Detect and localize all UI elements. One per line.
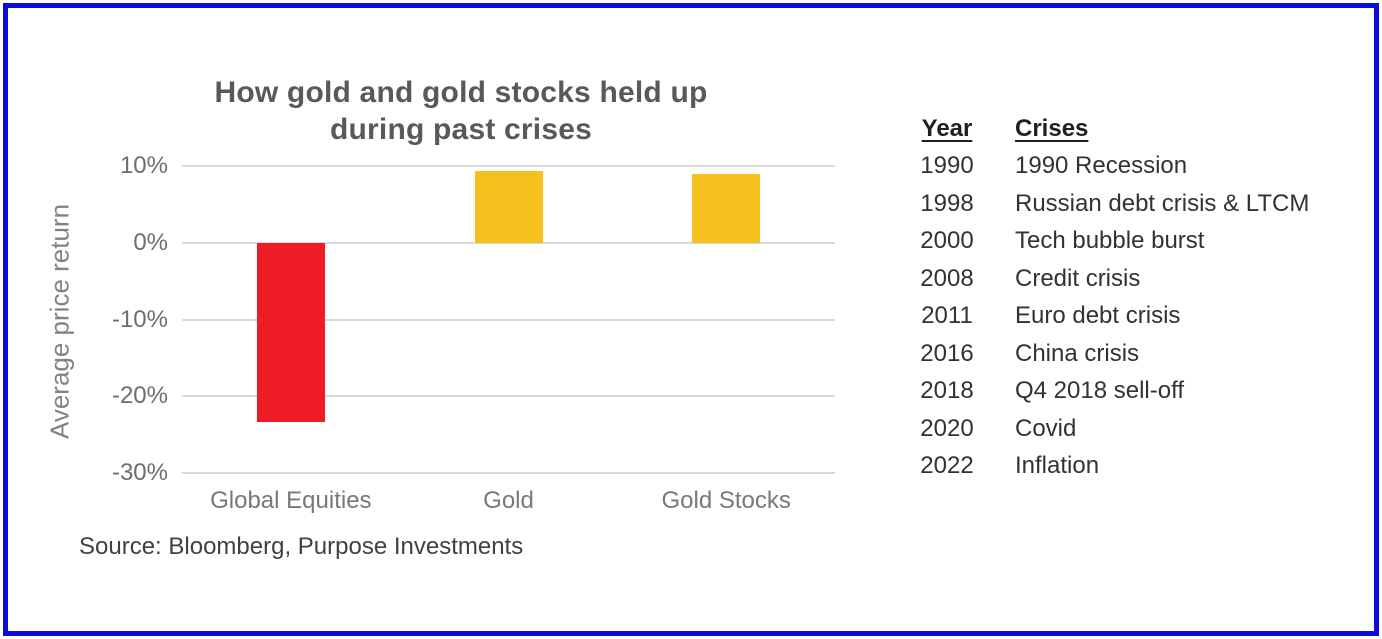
table-row: 2011 Euro debt crisis (915, 298, 1309, 336)
crisis-cell: Q4 2018 sell-off (1015, 377, 1184, 405)
year-cell: 2008 (920, 264, 974, 292)
table-header-row: Year Crises (915, 110, 1309, 148)
crisis-cell: Inflation (1015, 452, 1100, 480)
y-tick-label: -20% (111, 382, 168, 410)
plot-area (182, 165, 835, 474)
bar-gold-stocks (692, 173, 761, 243)
table-row: 2020 Covid (915, 410, 1309, 448)
source-caption: Source: Bloomberg, Purpose Investments (79, 533, 524, 560)
year-cell: 2018 (920, 377, 974, 405)
crisis-cell: Euro debt crisis (1015, 302, 1181, 330)
year-cell: 1990 (920, 152, 974, 180)
gridline-10 (182, 165, 835, 167)
table-row: 2016 China crisis (915, 335, 1309, 373)
year-cell: 2016 (920, 339, 974, 367)
year-cell: 2011 (921, 302, 973, 330)
bar-gold (474, 170, 543, 243)
table-row: 1998 Russian debt crisis & LTCM (915, 185, 1309, 223)
year-cell: 2020 (920, 414, 974, 442)
gridline--30 (182, 472, 835, 474)
year-cell: 1998 (920, 189, 974, 217)
crisis-cell: Tech bubble burst (1015, 227, 1205, 255)
crises-column-header: Crises (1015, 114, 1089, 142)
y-axis-ticks: 10% 0% -10% -20% -30% (60, 152, 168, 486)
gridline-0 (182, 241, 835, 244)
crisis-cell: Credit crisis (1015, 264, 1141, 292)
gridline--20 (182, 395, 835, 398)
category-label: Gold (483, 487, 534, 514)
table-row: 2008 Credit crisis (915, 260, 1309, 298)
crises-table: Year Crises 1990 1990 Recession 1998 Russian … (915, 110, 1309, 485)
y-tick-label: -10% (111, 305, 168, 333)
x-axis-category-labels: Global Equities Gold Gold Stocks (182, 487, 835, 515)
year-column-header: Year (921, 114, 973, 142)
year-cell: 2022 (920, 452, 974, 480)
gridline--10 (182, 318, 835, 321)
y-tick-label: 0% (133, 228, 168, 256)
table-row: 2018 Q4 2018 sell-off (915, 373, 1309, 411)
table-row: 1990 1990 Recession (915, 148, 1309, 186)
crisis-cell: Russian debt crisis & LTCM (1015, 189, 1310, 217)
y-tick-label: 10% (119, 152, 168, 179)
category-label: Gold Stocks (661, 487, 791, 514)
chart-title: How gold and gold stocks held up during … (214, 76, 708, 146)
table-row: 2022 Inflation (915, 448, 1309, 486)
year-cell: 2000 (920, 227, 974, 255)
bar-global-equities (256, 242, 325, 422)
crisis-cell: Covid (1015, 414, 1077, 442)
y-tick-label: -30% (111, 459, 168, 486)
category-label: Global Equities (210, 487, 372, 514)
crisis-cell: China crisis (1015, 339, 1140, 367)
crisis-cell: 1990 Recession (1015, 152, 1188, 180)
table-row: 2000 Tech bubble burst (915, 223, 1309, 261)
